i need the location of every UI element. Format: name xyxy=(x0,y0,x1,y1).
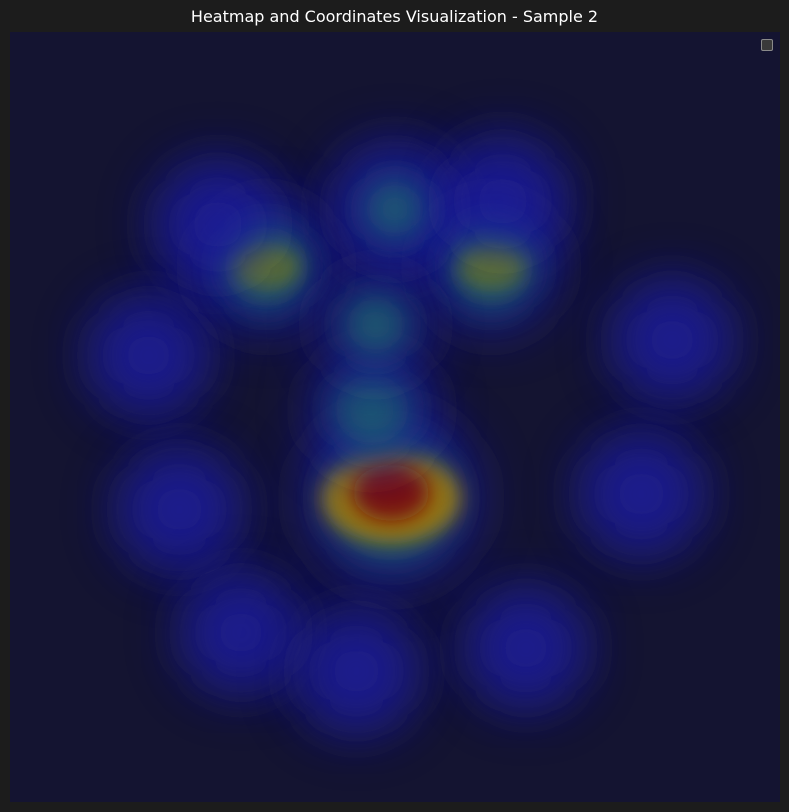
heat-point-nose-tip-peak xyxy=(353,464,430,521)
heat-point-right-brow xyxy=(450,148,556,254)
heat-point-jaw-right-upper xyxy=(622,290,723,390)
heat-point-chin xyxy=(305,620,408,723)
heat-point-right-eye-hot xyxy=(457,245,526,289)
heat-point-jaw-left-mid xyxy=(128,458,231,561)
heat-point-nose-bridge-lower-mid xyxy=(333,371,411,448)
legend-box xyxy=(761,39,773,51)
heat-point-nose-bridge-mid-mid xyxy=(344,293,408,357)
heatmap-canvas xyxy=(84,132,737,737)
heat-point-jaw-right-lower xyxy=(475,598,576,698)
heat-point-left-brow xyxy=(165,172,271,277)
heatmap-blobs xyxy=(84,132,737,737)
heat-point-brow-center-mid xyxy=(364,178,426,240)
heat-point-jaw-right-mid xyxy=(590,443,693,545)
heat-point-jaw-left-lower xyxy=(191,582,291,683)
heat-point-jaw-left-upper xyxy=(98,305,199,406)
chart-title: Heatmap and Coordinates Visualization - … xyxy=(190,7,599,26)
heatmap-plot-area xyxy=(10,32,780,802)
